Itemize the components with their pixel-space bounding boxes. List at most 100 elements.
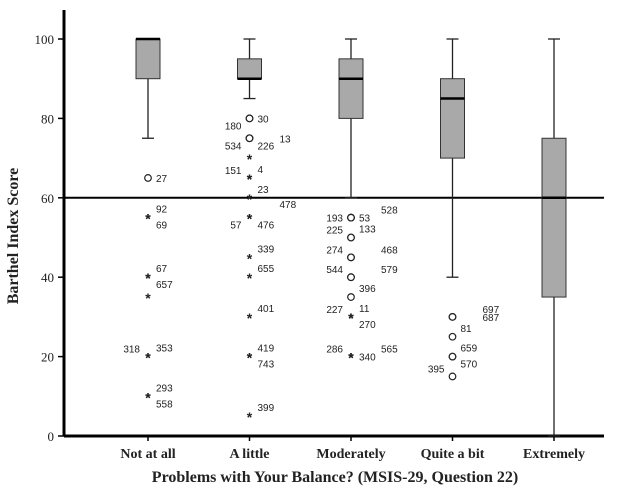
x-tick-label: Quite a bit: [421, 447, 485, 462]
plot-area: 0 20 40 60 80 100 Not at all A little Moderately…: [35, 10, 604, 462]
outlier-label: 27: [156, 174, 168, 185]
outlier-circle: [347, 233, 355, 242]
outlier-star: *: [145, 290, 151, 306]
outlier-label: 69: [156, 221, 168, 232]
outlier-star: *: [145, 270, 151, 286]
outlier-star: *: [247, 191, 253, 207]
outlier-label: 11: [359, 304, 370, 315]
outlier-label: 274: [326, 245, 343, 256]
outlier-star: *: [145, 389, 151, 405]
outlier-label: 340: [359, 353, 376, 364]
outlier-star: *: [348, 350, 354, 366]
outlier-star: *: [145, 350, 151, 366]
outlier-label: 396: [359, 284, 376, 295]
outlier-label: 339: [258, 244, 275, 255]
outlier-star: *: [145, 270, 151, 286]
x-tick-label: Extremely: [523, 447, 585, 462]
outlier-label: 659: [461, 344, 478, 355]
outlier-label: 53: [359, 214, 371, 225]
outlier-label: 270: [359, 320, 376, 331]
outlier-label: 476: [258, 221, 275, 232]
outlier-star: *: [247, 350, 253, 366]
outlier-label: 23: [258, 185, 270, 196]
y-tick-label: 0: [48, 429, 55, 444]
outlier-circle: [448, 313, 457, 321]
outlier-label: 544: [326, 265, 343, 276]
box: [338, 58, 364, 119]
outlier-label: 151: [225, 166, 242, 177]
outlier-star: *: [145, 350, 151, 366]
outlier-label: 657: [156, 280, 173, 291]
outlier-label: 558: [156, 399, 173, 410]
outlier-star: *: [348, 350, 354, 366]
x-tick-label: Not at all: [120, 447, 175, 462]
outlier-star: *: [145, 211, 151, 227]
x-axis-label: Problems with Your Balance? (MSIS-29, Qu…: [152, 469, 518, 486]
outlier-star: *: [247, 250, 253, 266]
outlier-circle: [347, 253, 355, 262]
outlier-label: 534: [225, 141, 242, 152]
outlier-star: *: [247, 211, 253, 227]
outlier-label: 353: [156, 344, 173, 355]
outlier-star: *: [247, 211, 253, 227]
outlier-label: 697: [483, 305, 500, 316]
outlier-label: 193: [326, 214, 343, 225]
outlier-label: 227: [326, 305, 343, 316]
outlier-label: 13: [280, 134, 292, 145]
outlier-label: 395: [428, 364, 445, 375]
outlier-label: 565: [381, 345, 398, 356]
outlier-circle: [347, 293, 355, 301]
outlier-star: *: [247, 191, 253, 207]
outlier-star: *: [247, 350, 253, 366]
outlier-label: 67: [156, 264, 168, 275]
outlier-label: 30: [258, 114, 270, 125]
y-tick-label: 40: [41, 270, 54, 285]
outlier-circle: [448, 332, 457, 341]
outlier-label: 687: [483, 313, 500, 324]
outlier-label: 180: [225, 121, 242, 132]
outlier-star: *: [145, 211, 151, 227]
y-axis-label: Barthel Index Score: [5, 168, 22, 305]
outlier-label: 225: [326, 226, 343, 237]
outlier-star: *: [348, 310, 354, 326]
outlier-label: 92: [156, 205, 168, 216]
outlier-star: *: [247, 171, 253, 187]
outlier-label: 4: [258, 165, 264, 176]
outlier-star: *: [348, 350, 354, 366]
outlier-star: *: [247, 171, 253, 187]
outlier-label: 133: [359, 225, 376, 236]
box: [135, 38, 161, 80]
outlier-label: 293: [156, 383, 173, 394]
outlier-circle: [245, 114, 254, 123]
x-tick-label: A little: [229, 447, 269, 462]
outlier-label: 528: [381, 206, 398, 217]
outlier-label: 478: [280, 200, 297, 211]
outlier-label: 57: [230, 221, 242, 232]
box: [541, 137, 567, 298]
y-tick-label: 80: [41, 111, 54, 126]
x-tick-label: Moderately: [316, 447, 385, 462]
outlier-label: 743: [258, 360, 275, 371]
outlier-label: 579: [381, 265, 398, 276]
outlier-star: *: [247, 409, 253, 425]
outlier-label: 318: [123, 345, 140, 356]
y-tick-label: 20: [41, 350, 54, 365]
outlier-circle: [448, 352, 457, 361]
outlier-label: 468: [381, 245, 398, 256]
outlier-label: 81: [461, 324, 473, 335]
outlier-label: 655: [258, 264, 275, 275]
y-tick-label: 100: [35, 32, 55, 47]
outlier-label: 226: [258, 141, 275, 152]
outlier-circle: [448, 372, 457, 381]
outlier-label: 401: [258, 304, 275, 315]
outlier-label: 399: [258, 403, 275, 414]
box: [440, 78, 465, 159]
outlier-circle: [347, 273, 355, 282]
y-tick-label: 60: [41, 191, 54, 206]
outlier-circle: [347, 213, 355, 222]
box: [237, 58, 262, 80]
outlier-star: *: [145, 389, 151, 405]
outlier-star: *: [247, 151, 253, 167]
outlier-star: *: [348, 310, 354, 326]
outlier-star: *: [247, 310, 253, 326]
